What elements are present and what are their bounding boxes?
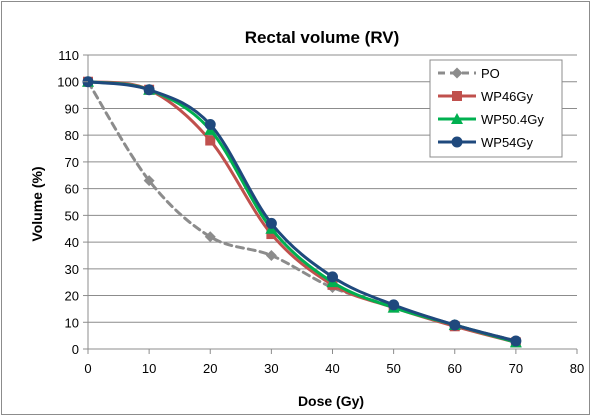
y-tick-label: 20: [65, 289, 79, 304]
x-tick-label: 20: [203, 361, 217, 376]
y-tick-label: 70: [65, 155, 79, 170]
x-axis-label: Dose (Gy): [298, 393, 364, 409]
data-point-po: [143, 175, 155, 187]
data-point-po: [204, 231, 216, 243]
legend-marker-wp54gy: [451, 136, 463, 148]
y-tick-label: 10: [65, 315, 79, 330]
series-line-wp54gy: [86, 80, 518, 343]
x-tick-label: 60: [448, 361, 462, 376]
y-tick-label: 30: [65, 262, 79, 277]
y-axis-ticks: 0 10 20 30 40 50 60 70 80 90 100 110: [57, 48, 88, 357]
y-tick-label: 60: [65, 182, 79, 197]
legend-label-wp54gy: WP54Gy: [481, 135, 534, 150]
y-tick-label: 40: [65, 235, 79, 250]
y-axis-label: Volume (%): [29, 166, 45, 241]
y-tick-label: 50: [65, 208, 79, 223]
legend-marker-wp50-4gy: [451, 113, 463, 124]
x-tick-label: 50: [386, 361, 400, 376]
data-point-wp54gy: [143, 84, 155, 96]
x-tick-label: 30: [264, 361, 278, 376]
x-tick-label: 10: [142, 361, 156, 376]
legend-label-wp50-4gy: WP50.4Gy: [481, 112, 544, 127]
legend-marker-po: [451, 67, 463, 79]
legend-label-wp46gy: WP46Gy: [481, 89, 534, 104]
data-point-wp54gy: [388, 299, 400, 311]
data-point-wp46gy: [205, 135, 216, 146]
y-tick-label: 0: [72, 342, 79, 357]
x-tick-label: 80: [570, 361, 584, 376]
series-wp54gy: [82, 76, 522, 347]
legend-label-po: PO: [481, 66, 500, 81]
data-point-po: [265, 249, 277, 261]
data-point-wp54gy: [327, 271, 338, 283]
y-tick-label: 110: [58, 48, 79, 63]
legend: PO WP46Gy WP50.4Gy WP54Gy: [429, 59, 563, 158]
data-point-wp46gy: [266, 229, 277, 240]
y-tick-label: 90: [65, 101, 79, 116]
y-tick-label: 80: [65, 128, 79, 143]
x-tick-label: 70: [509, 361, 523, 376]
chart-title: Rectal volume (RV): [245, 28, 400, 47]
data-point-wp54gy: [449, 319, 461, 331]
x-tick-label: 0: [84, 361, 91, 376]
data-point-wp54gy: [265, 217, 277, 229]
data-point-wp54gy: [204, 118, 216, 130]
y-tick-label: 100: [57, 75, 79, 90]
data-point-wp54gy: [510, 335, 522, 347]
legend-marker-wp46gy: [452, 91, 462, 101]
x-tick-label: 40: [325, 361, 339, 376]
x-axis-ticks: 0 10 20 30 40 50 60 70 80: [84, 349, 584, 376]
